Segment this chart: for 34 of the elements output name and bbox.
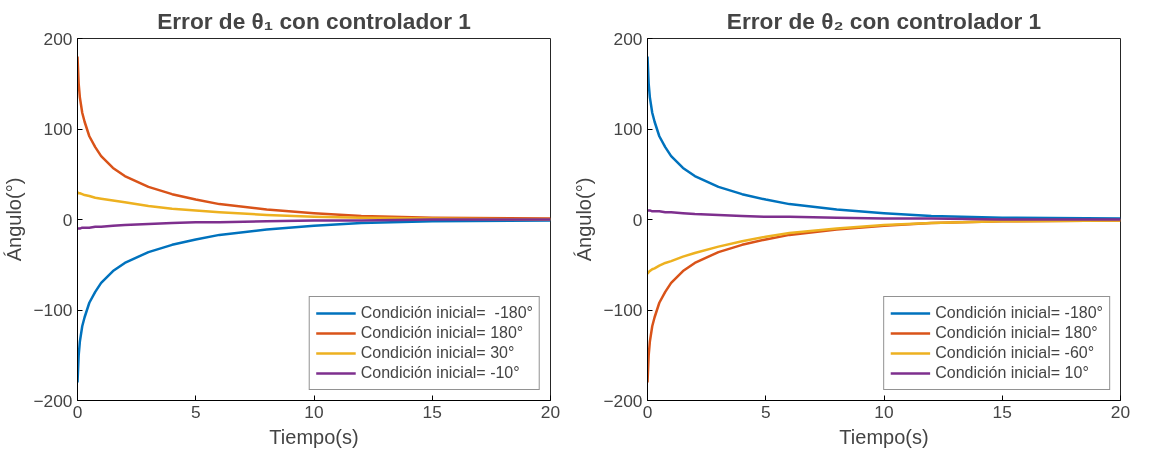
chart-title: Error de θ₁ con controlador 1	[157, 7, 471, 34]
x-axis-title: Tiempo(s)	[269, 425, 359, 448]
x-tick-label: 20	[540, 401, 561, 422]
x-tick-label: 5	[190, 401, 201, 422]
x-tick-label: 5	[760, 401, 771, 422]
y-tick-label: 0	[632, 209, 643, 230]
x-tick-label: 15	[422, 401, 442, 422]
y-axis-title: Ángulo(°)	[3, 177, 26, 262]
y-tick-label: 200	[43, 28, 73, 49]
y-tick-label: −100	[603, 300, 643, 320]
legend-label: Condición inicial= -180°	[360, 304, 533, 322]
x-tick-label: 10	[304, 401, 324, 422]
y-axis-title: Ángulo(°)	[573, 177, 596, 262]
legend-label: Condición inicial= 180°	[360, 324, 524, 342]
y-tick-label: −200	[33, 390, 73, 411]
y-tick-label: −100	[33, 300, 73, 320]
line-series	[77, 218, 551, 230]
y-tick-label: −200	[603, 390, 643, 411]
legend-label: Condición inicial= -60°	[935, 344, 1095, 362]
line-series	[647, 209, 1121, 221]
x-tick-label: 10	[874, 401, 894, 422]
y-tick-label: 100	[613, 119, 643, 139]
x-axis-title: Tiempo(s)	[839, 425, 929, 448]
legend-label: Condición inicial= -180°	[935, 304, 1103, 322]
legend-label: Condición inicial= 10°	[935, 364, 1089, 382]
y-tick-label: 100	[43, 119, 73, 139]
y-tick-label: 200	[613, 28, 643, 49]
x-tick-label: 20	[1110, 401, 1131, 422]
x-tick-label: 15	[992, 401, 1012, 422]
y-tick-label: 0	[62, 209, 73, 230]
legend-label: Condición inicial= 30°	[360, 344, 515, 362]
chart-title: Error de θ₂ con controlador 1	[726, 7, 1042, 34]
legend-label: Condición inicial= -10°	[360, 364, 520, 382]
legend-label: Condición inicial= 180°	[935, 324, 1098, 342]
